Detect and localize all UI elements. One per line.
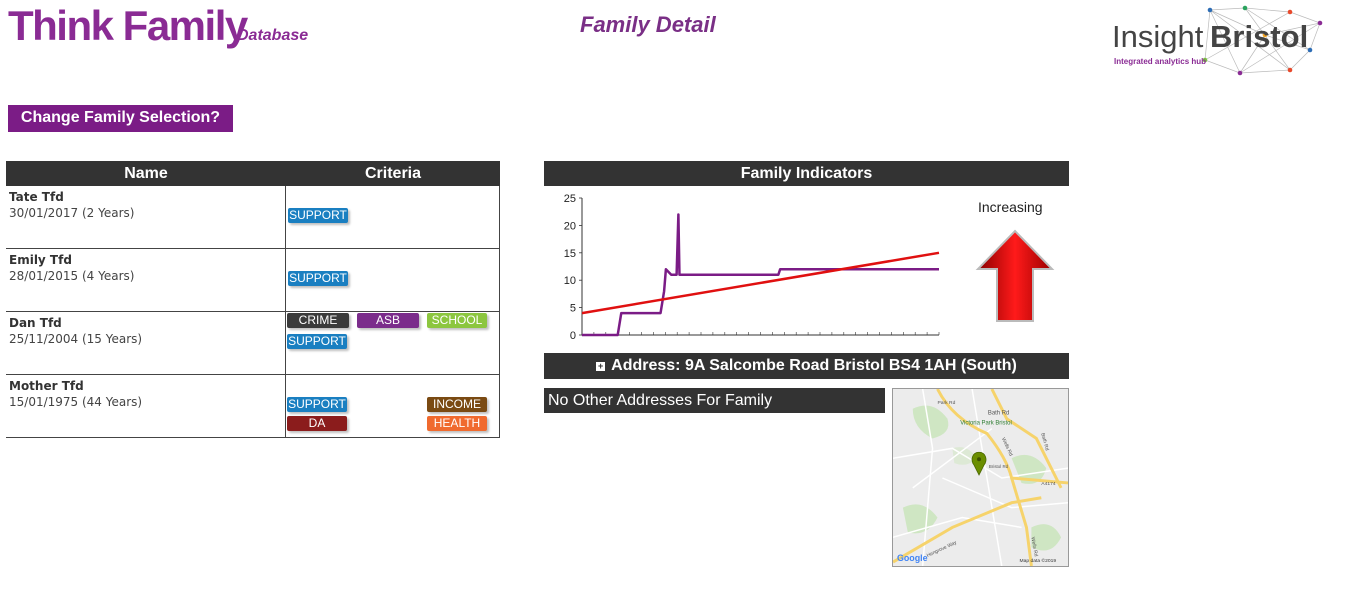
people-table: Name Criteria Tate Tfd 30/01/2017 (2 Year…	[6, 161, 500, 438]
criteria-tag-income: INCOME	[427, 397, 487, 412]
criteria-tag-crime: CRIME	[287, 313, 349, 328]
y-tick-label: 10	[564, 275, 576, 287]
table-header: Name Criteria	[6, 161, 500, 186]
person-dob: 25/11/2004 (15 Years)	[9, 332, 143, 346]
name-column-header: Name	[124, 165, 168, 182]
insight-bristol-network-icon	[1202, 5, 1323, 76]
table-row[interactable]: Mother Tfd 15/01/1975 (44 Years) SUPPORT IN…	[6, 375, 500, 438]
map-label-road: Bath Rd	[988, 411, 1009, 417]
trend-label: Increasing	[978, 199, 1043, 215]
criteria-tag-health: HEALTH	[427, 416, 487, 431]
y-tick-label: 20	[564, 220, 576, 232]
insight-tagline: Integrated analytics hub	[1114, 57, 1207, 66]
criteria-tag-support: SUPPORT	[287, 334, 347, 349]
family-indicators-header: Family Indicators	[544, 161, 1069, 186]
person-dob: 30/01/2017 (2 Years)	[9, 206, 135, 220]
person-cell: Mother Tfd 15/01/1975 (44 Years)	[6, 375, 286, 437]
map-label-park: Victoria Park Bristol	[960, 421, 1012, 427]
person-cell: Emily Tfd 28/01/2015 (4 Years)	[6, 249, 286, 311]
criteria-tag-school: SCHOOL	[427, 313, 487, 328]
criteria-cell: SUPPORT	[286, 186, 500, 248]
person-cell: Dan Tfd 25/11/2004 (15 Years)	[6, 312, 286, 374]
think-family-logo: Think Family	[8, 2, 248, 49]
table-row[interactable]: Emily Tfd 28/01/2015 (4 Years) SUPPORT	[6, 249, 500, 312]
insight-word: Insight	[1112, 19, 1204, 54]
chart-axes	[581, 198, 939, 336]
table-row[interactable]: Dan Tfd 25/11/2004 (15 Years) CRIME ASB SCHO…	[6, 312, 500, 375]
criteria-tag-support: SUPPORT	[287, 397, 347, 412]
map-pin-icon[interactable]	[971, 451, 987, 476]
y-tick-label: 25	[564, 193, 576, 205]
logo-subtitle: Database	[237, 27, 309, 44]
criteria-tag-support: SUPPORT	[288, 208, 348, 223]
person-name: Emily Tfd	[9, 253, 72, 267]
bristol-word: Bristol	[1210, 19, 1309, 54]
expand-plus-icon[interactable]: +	[596, 361, 606, 371]
change-family-button[interactable]: Change Family Selection?	[8, 105, 233, 132]
map-label-road: A4174	[1041, 481, 1056, 487]
address-label: Address: 9A Salcombe Road Bristol BS4 1A…	[611, 357, 1017, 374]
criteria-column-header: Criteria	[364, 165, 422, 182]
trend-up-arrow-icon	[975, 229, 1055, 322]
person-name: Tate Tfd	[9, 190, 64, 204]
google-logo: Google	[897, 553, 928, 563]
map-label-road: Wells Rd	[1029, 537, 1038, 558]
criteria-cell: SUPPORT INCOME DA HEALTH	[286, 375, 500, 437]
other-addresses-message: No Other Addresses For Family	[544, 388, 885, 413]
indicators-line-chart: 0 5 10 15 20 25	[564, 193, 940, 342]
page-title: Family Detail	[580, 12, 716, 37]
address-header[interactable]: + Address: 9A Salcombe Road Bristol BS4 1…	[544, 353, 1069, 379]
y-tick-label: 15	[564, 248, 576, 260]
map-label-road: Bristol Rd	[989, 464, 1009, 469]
person-dob: 28/01/2015 (4 Years)	[9, 269, 135, 283]
indicator-series-line	[582, 213, 939, 337]
map-attribution: Map data ©2019	[1020, 557, 1057, 564]
person-name: Dan Tfd	[9, 316, 62, 330]
person-cell: Tate Tfd 30/01/2017 (2 Years)	[6, 186, 286, 248]
y-tick-label: 0	[570, 330, 576, 342]
criteria-tag-asb: ASB	[357, 313, 419, 328]
criteria-cell: SUPPORT	[286, 249, 500, 311]
trend-line	[581, 251, 940, 315]
person-name: Mother Tfd	[9, 379, 84, 393]
criteria-cell: CRIME ASB SCHOOL SUPPORT	[286, 312, 500, 374]
table-row[interactable]: Tate Tfd 30/01/2017 (2 Years) SUPPORT	[6, 186, 500, 249]
address-map[interactable]: Victoria Park Bristol Bath Rd Wells Rd P…	[892, 388, 1069, 567]
person-dob: 15/01/1975 (44 Years)	[9, 395, 143, 409]
criteria-tag-da: DA	[287, 416, 347, 431]
y-tick-label: 5	[570, 303, 576, 315]
map-label-road: Park Rd	[937, 400, 955, 406]
map-label-road: Bath Rd	[1039, 432, 1049, 451]
criteria-tag-support: SUPPORT	[288, 271, 348, 286]
